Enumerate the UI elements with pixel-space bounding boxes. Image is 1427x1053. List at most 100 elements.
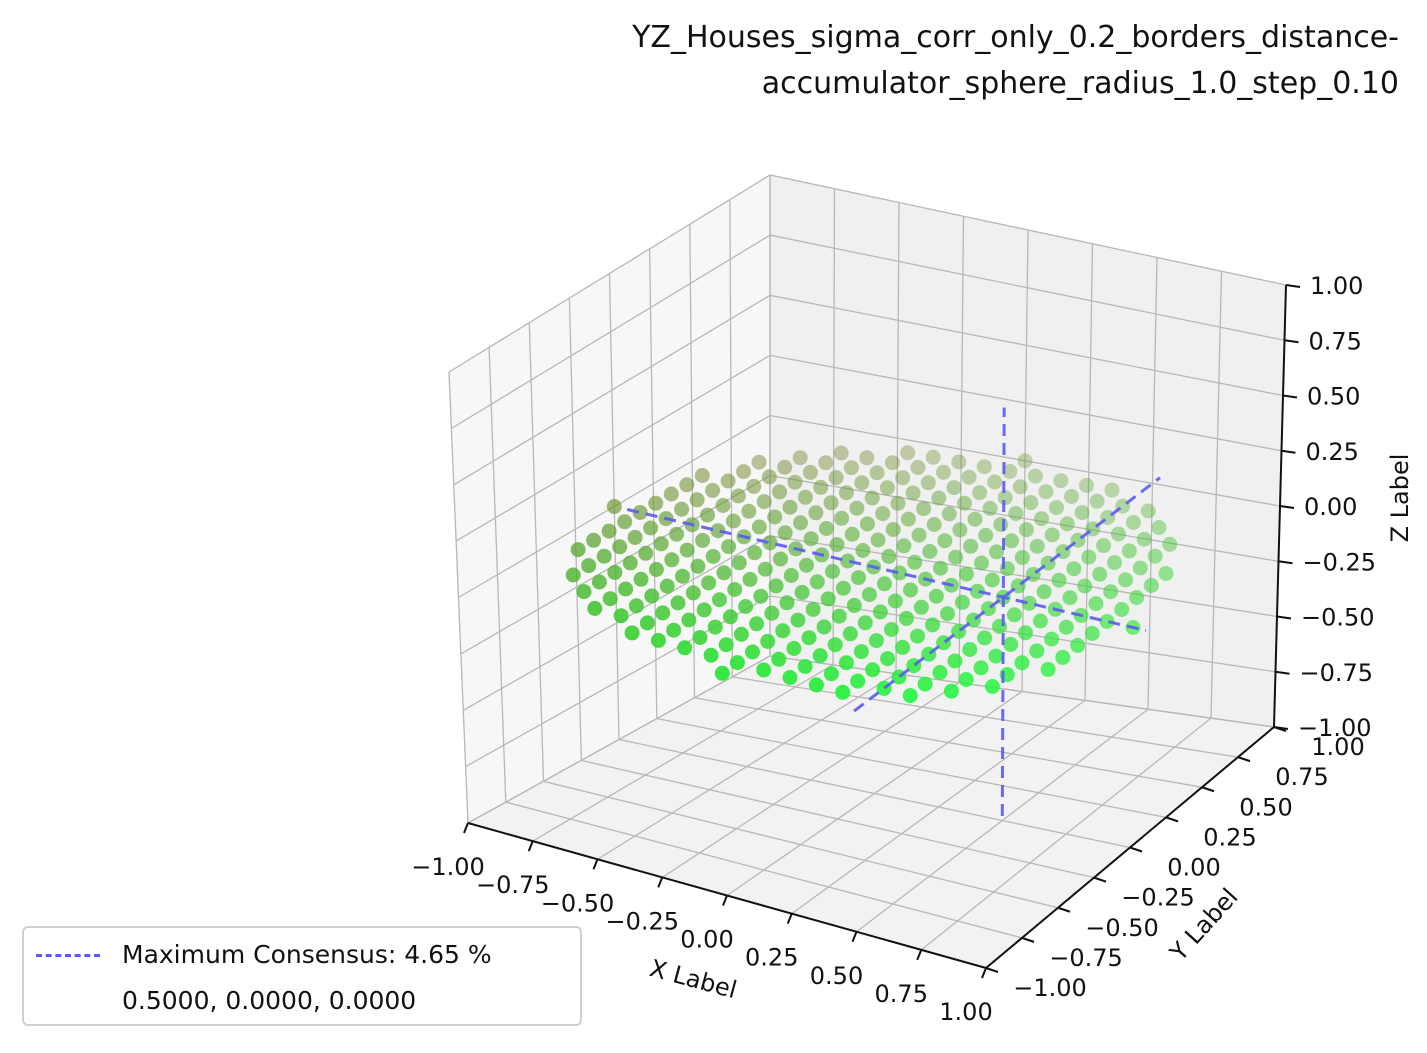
data-point <box>892 565 908 581</box>
axis-ticks <box>463 284 1301 979</box>
data-point <box>972 485 988 501</box>
data-point <box>670 595 686 611</box>
z-tick <box>1285 284 1301 288</box>
data-point <box>606 499 622 514</box>
data-point <box>792 450 808 466</box>
data-point <box>911 527 927 543</box>
x-tick <box>722 895 728 906</box>
data-point <box>644 588 660 604</box>
data-point <box>951 454 967 470</box>
data-point <box>648 562 664 577</box>
data-point <box>917 676 933 692</box>
data-point <box>884 455 900 471</box>
data-point <box>797 659 813 674</box>
data-point <box>910 460 926 475</box>
grid-line-y <box>729 199 1239 758</box>
data-point <box>1036 584 1052 600</box>
x-tick-label: −0.75 <box>476 871 550 899</box>
data-point <box>694 468 710 483</box>
data-point <box>853 644 869 660</box>
data-point <box>1099 614 1115 629</box>
y-tick <box>1057 906 1071 913</box>
data-point <box>1147 548 1163 564</box>
data-point <box>1088 596 1104 612</box>
z-tick <box>1281 449 1296 454</box>
consensus-lines <box>626 407 1161 817</box>
data-point <box>1021 595 1037 611</box>
data-point <box>779 595 795 611</box>
data-point <box>982 500 998 516</box>
y-tick <box>1165 816 1179 823</box>
data-point <box>729 655 745 671</box>
data-point <box>1103 584 1119 600</box>
data-point <box>613 608 629 624</box>
grid-line-y <box>608 273 1131 849</box>
data-point <box>696 602 712 618</box>
data-point <box>1064 489 1079 504</box>
data-point <box>679 542 695 558</box>
data-point <box>896 538 912 554</box>
data-point <box>808 677 824 693</box>
data-point <box>727 582 743 597</box>
data-point <box>987 474 1003 490</box>
data-point <box>902 688 918 704</box>
data-point <box>835 684 851 700</box>
data-point <box>895 639 911 655</box>
data-point <box>1003 636 1019 652</box>
data-point <box>586 532 602 548</box>
y-tick <box>1129 846 1143 853</box>
data-point <box>900 445 916 461</box>
data-point <box>1084 625 1100 641</box>
data-point <box>881 548 897 564</box>
data-point <box>1029 538 1045 554</box>
y-tick-label: 0.50 <box>1239 793 1292 821</box>
data-point <box>1118 572 1133 588</box>
data-point <box>1018 625 1033 641</box>
data-point <box>741 503 757 519</box>
data-point <box>1074 505 1090 521</box>
y-tick <box>1201 786 1215 793</box>
data-point <box>1111 526 1126 542</box>
grid-line-y <box>528 322 1059 909</box>
y-tick <box>1237 756 1251 763</box>
data-point <box>659 578 675 594</box>
z-tick <box>1278 560 1293 565</box>
data-point <box>628 598 644 614</box>
data-point <box>829 537 845 553</box>
data-point <box>768 578 784 594</box>
data-point <box>690 558 706 574</box>
data-point <box>716 565 732 581</box>
y-tick <box>985 967 999 973</box>
data-point <box>898 610 914 626</box>
data-point <box>976 459 992 475</box>
data-point <box>827 637 843 653</box>
data-point <box>782 670 798 685</box>
data-point <box>703 647 719 663</box>
data-point <box>801 630 817 646</box>
data-point <box>883 622 899 637</box>
data-point <box>1104 482 1120 498</box>
data-point <box>751 454 767 470</box>
data-point <box>947 653 963 669</box>
data-point <box>1017 453 1033 469</box>
data-point <box>622 555 638 571</box>
data-point <box>612 539 628 555</box>
legend: Maximum Consensus: 4.65 % 0.5000, 0.0000… <box>22 926 582 1026</box>
data-point <box>639 615 655 631</box>
data-point <box>695 532 711 548</box>
data-point <box>681 612 697 628</box>
data-point <box>1162 536 1178 552</box>
data-point <box>932 665 948 680</box>
data-point <box>715 498 731 513</box>
x-tick-label: 1.00 <box>939 998 992 1026</box>
data-point <box>936 464 951 480</box>
x-tick <box>786 913 793 924</box>
data-point <box>746 478 762 494</box>
data-point <box>813 479 829 495</box>
x-tick-label: 0.25 <box>745 944 798 972</box>
data-point <box>875 506 891 522</box>
data-point <box>879 480 895 496</box>
data-point <box>576 584 592 600</box>
grid-line-y <box>648 248 1167 819</box>
